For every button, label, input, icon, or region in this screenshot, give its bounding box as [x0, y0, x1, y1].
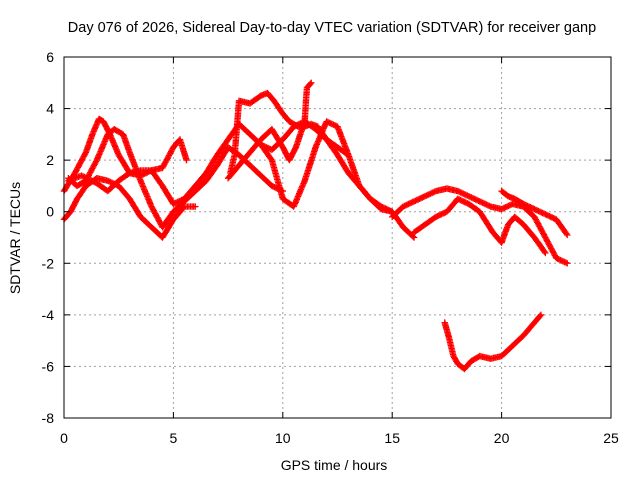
- data-point: [536, 312, 544, 320]
- data-point: [542, 249, 549, 257]
- data-point: [90, 178, 98, 186]
- data-point: [82, 174, 89, 181]
- data-point: [92, 158, 100, 165]
- chart-title: Day 076 of 2026, Sidereal Day-to-day VTE…: [68, 20, 596, 36]
- data-point: [82, 150, 89, 157]
- series-track-5: [227, 89, 352, 177]
- data-point: [152, 210, 159, 217]
- data-point: [534, 220, 542, 227]
- data-point: [172, 199, 180, 206]
- data-point: [521, 201, 528, 208]
- data-point: [542, 234, 549, 241]
- data-point: [307, 80, 314, 87]
- x-axis-label: GPS time / hours: [281, 457, 388, 473]
- data-point: [154, 215, 162, 223]
- data-point: [308, 79, 315, 86]
- x-tick-label: 10: [275, 430, 291, 446]
- series-track-9: [410, 195, 549, 257]
- data-point: [564, 260, 571, 267]
- data-point: [417, 195, 425, 202]
- data-point: [81, 173, 88, 181]
- data-point: [79, 173, 87, 180]
- data-point: [328, 120, 336, 128]
- data-point: [75, 163, 82, 170]
- data-point: [183, 156, 190, 164]
- data-point: [468, 194, 475, 201]
- x-tick-label: 5: [170, 430, 178, 446]
- data-point: [537, 311, 545, 319]
- data-point: [532, 216, 540, 223]
- y-ticks: -8 -6 -4 -2 0 2 4 6: [42, 49, 611, 426]
- data-point: [299, 183, 306, 190]
- data-point: [192, 203, 199, 210]
- data-point: [105, 178, 113, 185]
- data-point: [409, 233, 417, 240]
- data-point: [167, 149, 174, 156]
- data-point: [103, 134, 110, 141]
- data-point: [555, 256, 563, 263]
- y-tick-label: 2: [46, 152, 54, 168]
- series-track-6: [224, 79, 315, 182]
- y-tick-label: 4: [46, 101, 54, 117]
- data-point: [162, 159, 169, 166]
- data-point: [541, 248, 548, 255]
- y-axis-label: SDTVAR / TECUs: [7, 182, 23, 294]
- data-point: [564, 231, 571, 239]
- data-point: [543, 211, 550, 219]
- y-tick-label: -2: [42, 255, 55, 271]
- data-point: [531, 205, 538, 213]
- y-tick-label: -6: [42, 358, 55, 374]
- series-track-10: [498, 187, 571, 239]
- data-point: [95, 152, 102, 159]
- y-tick-label: 0: [46, 204, 54, 220]
- data-point: [149, 206, 157, 213]
- x-tick-label: 25: [603, 430, 619, 446]
- data-point: [550, 249, 557, 256]
- data-point: [430, 189, 437, 196]
- plot-frame: [63, 56, 612, 419]
- data-point: [545, 239, 552, 247]
- data-point: [408, 199, 415, 206]
- data-point: [454, 195, 461, 202]
- data-point: [324, 118, 332, 126]
- data-point: [92, 159, 99, 167]
- x-tick-label: 20: [494, 430, 510, 446]
- data-point: [562, 259, 570, 266]
- y-tick-label: -8: [42, 410, 55, 426]
- data-point: [164, 155, 171, 162]
- series-track-8: [389, 185, 571, 267]
- x-ticks: 0 5 10 15 20 25: [60, 57, 619, 446]
- data-point: [537, 226, 545, 233]
- series-track-11: [441, 311, 545, 373]
- data-point: [399, 203, 407, 210]
- data-point: [458, 189, 466, 197]
- data-point: [291, 201, 298, 209]
- data-point: [159, 164, 166, 172]
- data-point: [438, 211, 445, 218]
- data-point: [480, 200, 487, 207]
- data-point: [89, 178, 96, 185]
- y-tick-label: 6: [46, 49, 54, 65]
- series-layer: [60, 79, 571, 373]
- data-point: [78, 172, 85, 179]
- data-point: [412, 197, 419, 204]
- grid: [64, 57, 611, 418]
- y-tick-label: -4: [42, 307, 55, 323]
- data-point: [563, 230, 570, 237]
- series-track-4: [65, 136, 190, 195]
- x-tick-label: 0: [60, 430, 68, 446]
- data-point: [547, 243, 554, 251]
- series-track-7: [257, 118, 418, 241]
- data-point: [72, 168, 79, 175]
- data-point: [83, 175, 91, 182]
- data-point: [85, 175, 92, 183]
- x-tick-label: 15: [384, 430, 400, 446]
